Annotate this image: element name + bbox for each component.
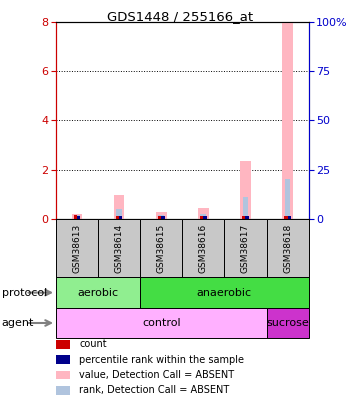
Text: GDS1448 / 255166_at: GDS1448 / 255166_at [108, 10, 253, 23]
Bar [266, 308, 309, 338]
Bar [200, 216, 203, 219]
Bar [288, 216, 291, 219]
Text: control: control [142, 318, 180, 328]
Bar [161, 216, 165, 219]
Text: GSM38615: GSM38615 [157, 224, 166, 273]
Text: GSM38616: GSM38616 [199, 224, 208, 273]
Text: protocol: protocol [2, 288, 47, 298]
Text: GSM38613: GSM38613 [73, 224, 82, 273]
Bar [198, 208, 209, 219]
Bar [74, 215, 77, 219]
Bar [158, 216, 161, 219]
Text: anaerobic: anaerobic [197, 288, 252, 298]
Bar [140, 277, 309, 308]
Bar [284, 216, 288, 219]
Bar [243, 197, 248, 219]
Text: rank, Detection Call = ABSENT: rank, Detection Call = ABSENT [79, 386, 230, 395]
Bar [156, 212, 166, 219]
Bar [225, 219, 266, 277]
Bar [72, 214, 82, 219]
Bar [56, 219, 98, 277]
Bar [114, 195, 125, 219]
Text: GSM38618: GSM38618 [283, 224, 292, 273]
Bar [98, 219, 140, 277]
Bar [282, 22, 293, 219]
Text: percentile rank within the sample: percentile rank within the sample [79, 355, 244, 364]
Bar [158, 215, 164, 219]
Bar [285, 179, 291, 219]
Text: GSM38617: GSM38617 [241, 224, 250, 273]
Text: GSM38614: GSM38614 [115, 224, 123, 273]
Bar [77, 216, 81, 219]
Bar [74, 215, 80, 219]
Text: agent: agent [2, 318, 34, 328]
Bar [203, 216, 207, 219]
Text: count: count [79, 339, 107, 349]
Bar [116, 209, 122, 219]
Bar [119, 216, 122, 219]
Bar [116, 216, 119, 219]
Bar [245, 216, 249, 219]
Bar [56, 277, 140, 308]
Bar [140, 219, 182, 277]
Text: sucrose: sucrose [266, 318, 309, 328]
Text: aerobic: aerobic [78, 288, 119, 298]
Bar [56, 308, 266, 338]
Bar [240, 161, 251, 219]
Bar [266, 219, 309, 277]
Bar [182, 219, 225, 277]
Text: value, Detection Call = ABSENT: value, Detection Call = ABSENT [79, 370, 235, 380]
Bar [242, 216, 245, 219]
Bar [200, 214, 206, 219]
